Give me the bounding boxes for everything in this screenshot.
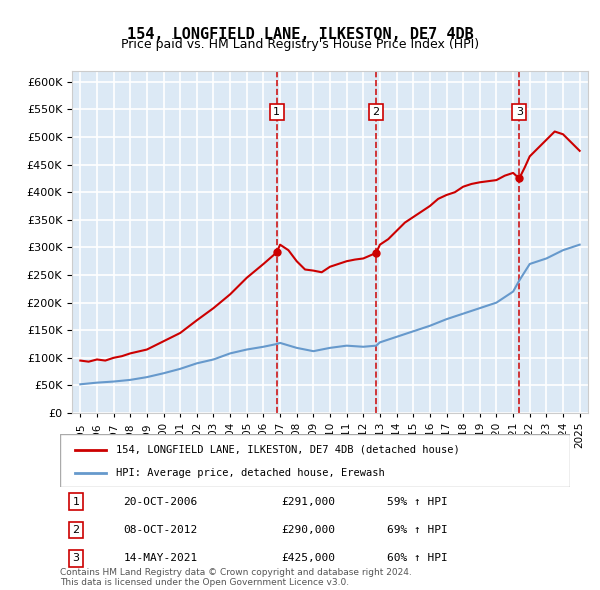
Text: 59% ↑ HPI: 59% ↑ HPI [388, 497, 448, 507]
Text: 08-OCT-2012: 08-OCT-2012 [124, 525, 197, 535]
Text: 14-MAY-2021: 14-MAY-2021 [124, 553, 197, 563]
Text: Price paid vs. HM Land Registry's House Price Index (HPI): Price paid vs. HM Land Registry's House … [121, 38, 479, 51]
Text: HPI: Average price, detached house, Erewash: HPI: Average price, detached house, Erew… [116, 468, 385, 478]
Text: 3: 3 [516, 107, 523, 117]
Text: Contains HM Land Registry data © Crown copyright and database right 2024.
This d: Contains HM Land Registry data © Crown c… [60, 568, 412, 587]
Text: 60% ↑ HPI: 60% ↑ HPI [388, 553, 448, 563]
Text: 1: 1 [73, 497, 79, 507]
Text: 2: 2 [72, 525, 79, 535]
Text: £291,000: £291,000 [282, 497, 336, 507]
Text: 2: 2 [373, 107, 380, 117]
Text: 20-OCT-2006: 20-OCT-2006 [124, 497, 197, 507]
Text: 1: 1 [273, 107, 280, 117]
Text: 3: 3 [73, 553, 79, 563]
Text: £425,000: £425,000 [282, 553, 336, 563]
FancyBboxPatch shape [60, 434, 570, 487]
Text: 154, LONGFIELD LANE, ILKESTON, DE7 4DB (detached house): 154, LONGFIELD LANE, ILKESTON, DE7 4DB (… [116, 445, 460, 454]
Text: 154, LONGFIELD LANE, ILKESTON, DE7 4DB: 154, LONGFIELD LANE, ILKESTON, DE7 4DB [127, 27, 473, 41]
Text: 69% ↑ HPI: 69% ↑ HPI [388, 525, 448, 535]
Text: £290,000: £290,000 [282, 525, 336, 535]
